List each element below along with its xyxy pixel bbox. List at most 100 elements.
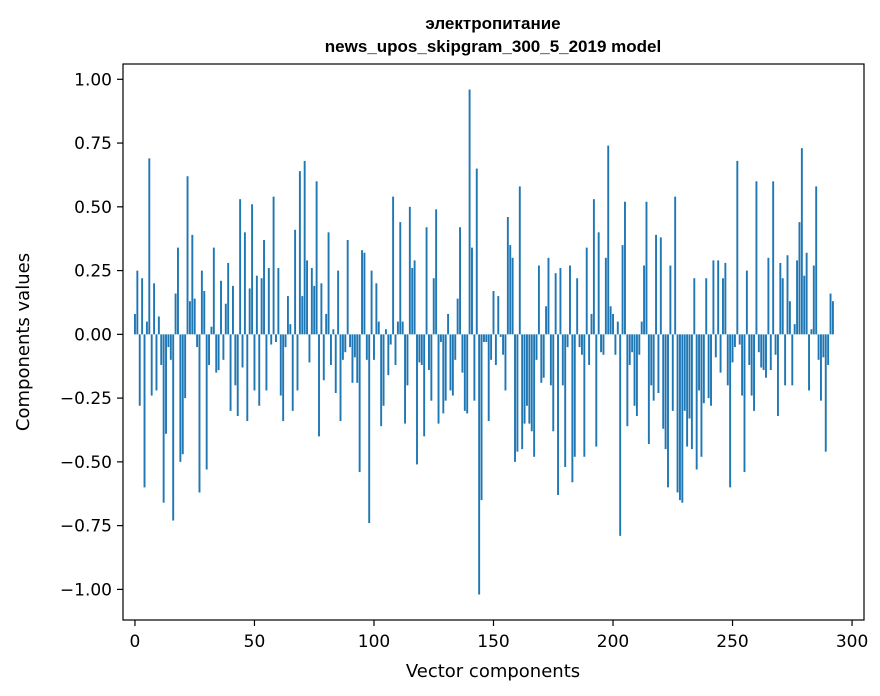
bar: [686, 334, 689, 447]
bar: [471, 247, 473, 335]
bar: [454, 334, 457, 360]
bar: [375, 283, 378, 335]
bar: [549, 334, 552, 386]
bar: [442, 334, 445, 414]
bar: [583, 334, 586, 457]
bar: [738, 334, 741, 345]
bar: [710, 334, 712, 406]
bar: [258, 334, 261, 406]
bar: [600, 334, 603, 353]
bar: [547, 257, 550, 335]
bar: [272, 196, 275, 335]
bar: [571, 334, 574, 483]
bar: [232, 285, 234, 335]
bar: [346, 239, 349, 335]
bar: [765, 334, 767, 378]
bar: [392, 196, 395, 335]
bar: [729, 334, 732, 488]
bar: [714, 334, 717, 358]
bar: [267, 268, 270, 335]
bar: [631, 334, 634, 353]
bar: [327, 232, 330, 335]
bar: [774, 334, 777, 355]
y-tick-label: −0.50: [60, 453, 112, 473]
bar: [533, 334, 536, 457]
bar: [382, 334, 385, 406]
bar: [193, 298, 196, 335]
bar: [626, 334, 629, 427]
bar: [322, 334, 325, 381]
bar: [523, 334, 526, 424]
bar: [210, 326, 213, 335]
bar: [296, 334, 299, 391]
bar: [784, 334, 787, 386]
x-tick-label: 0: [130, 632, 141, 652]
bar: [430, 334, 433, 401]
bar: [736, 160, 739, 335]
bar: [822, 334, 825, 358]
bar: [733, 334, 736, 348]
bar: [829, 293, 832, 335]
bar: [526, 334, 528, 406]
bar: [380, 334, 383, 427]
bar: [650, 334, 653, 386]
bar: [693, 278, 696, 335]
bar: [602, 334, 605, 355]
bar: [530, 334, 533, 432]
x-axis-ticks: 0 50 100 150 200 250 300: [130, 620, 868, 652]
bar: [564, 334, 567, 467]
bar: [148, 158, 151, 335]
bar: [748, 334, 751, 365]
bar: [334, 334, 337, 394]
bar: [282, 334, 285, 422]
bar: [399, 222, 402, 335]
bar: [150, 334, 153, 396]
bar: [805, 252, 808, 335]
bar: [683, 334, 686, 411]
bar: [351, 334, 354, 383]
bar: [418, 334, 421, 363]
bar: [698, 334, 701, 391]
bar: [707, 334, 710, 399]
bar: [387, 334, 390, 376]
bar: [279, 334, 282, 396]
bar: [607, 145, 610, 335]
bar: [609, 306, 612, 335]
bar: [769, 334, 772, 371]
bar: [750, 334, 753, 396]
bar: [540, 334, 543, 383]
bar: [647, 334, 650, 445]
bar: [726, 334, 729, 386]
bar: [786, 255, 789, 335]
bar: [542, 334, 545, 378]
bar: [411, 268, 414, 335]
bar: [188, 301, 191, 335]
bar: [138, 334, 141, 406]
bar: [690, 334, 693, 450]
bar: [181, 334, 184, 455]
bar: [695, 334, 698, 470]
bar: [217, 334, 220, 371]
bar-series: [134, 89, 834, 595]
bar: [480, 334, 483, 501]
bar: [243, 232, 246, 335]
bar: [559, 268, 562, 335]
bar: [506, 217, 509, 335]
bar: [313, 285, 316, 335]
bar: [145, 321, 148, 335]
bar: [588, 334, 591, 365]
bar: [518, 186, 521, 335]
bar: [153, 283, 156, 335]
bar: [318, 334, 320, 437]
bar: [604, 257, 607, 335]
bar: [724, 262, 727, 335]
bar: [184, 334, 187, 399]
bar: [511, 257, 514, 335]
bar: [275, 334, 277, 342]
bar: [186, 176, 189, 335]
bar: [614, 334, 617, 355]
bar: [810, 329, 813, 335]
bar: [712, 260, 715, 335]
bar: [566, 334, 569, 348]
